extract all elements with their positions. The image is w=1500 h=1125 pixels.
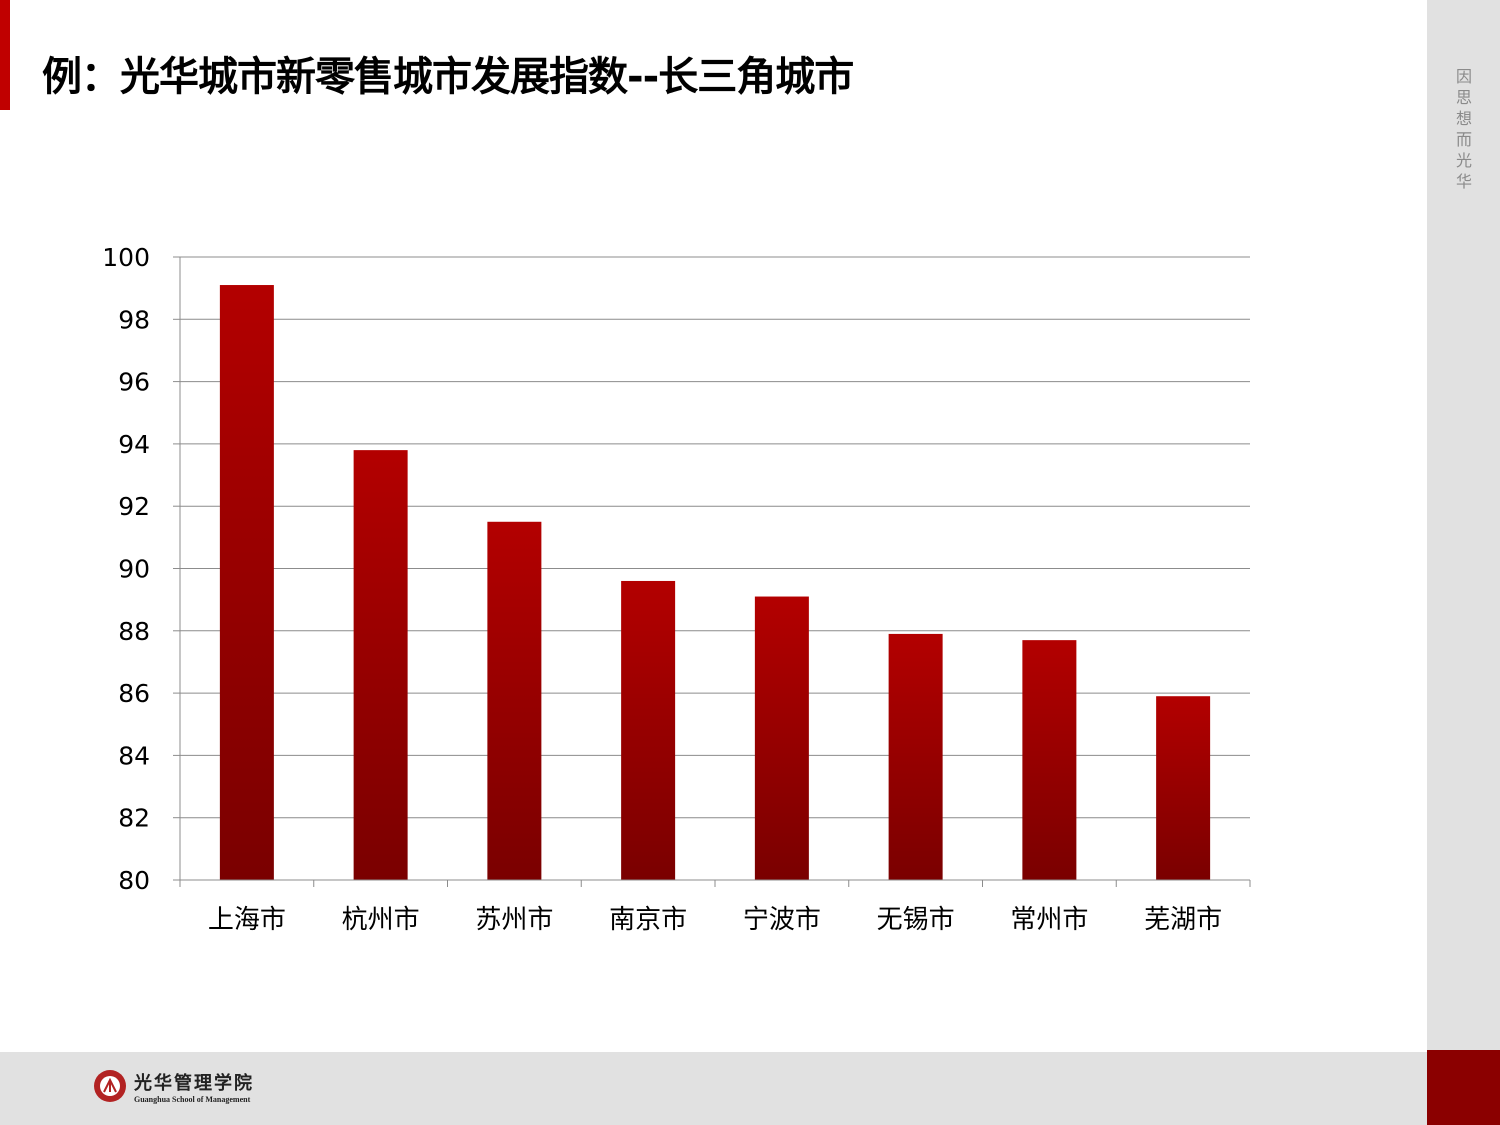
right-strip [1427, 0, 1500, 1050]
bar [487, 521, 542, 880]
corner-block [1427, 1050, 1500, 1125]
bar [621, 580, 676, 880]
bar [1022, 640, 1077, 880]
page-title: 例：光华城市新零售城市发展指数--长三角城市 [42, 54, 854, 100]
x-tick-label: 苏州市 [475, 905, 553, 935]
bar [353, 450, 408, 880]
bar [888, 633, 943, 880]
y-tick-label: 94 [118, 430, 150, 459]
logo-cn: 光华管理学院 [134, 1072, 254, 1094]
x-tick-label: 无锡市 [877, 905, 955, 935]
x-tick-label: 杭州市 [342, 905, 420, 935]
slogan: 因思想 而光华 [1455, 67, 1472, 191]
bar [754, 596, 809, 880]
x-tick-label: 南京市 [609, 905, 687, 935]
y-tick-label: 92 [118, 492, 150, 521]
y-tick-label: 96 [118, 368, 150, 397]
x-tick-label: 上海市 [208, 905, 286, 935]
y-tick-label: 100 [102, 243, 150, 272]
y-tick-label: 80 [118, 866, 150, 895]
x-tick-label: 宁波市 [743, 905, 821, 935]
x-tick-label: 芜湖市 [1144, 905, 1222, 935]
y-tick-label: 88 [118, 617, 150, 646]
y-tick-label: 84 [118, 741, 150, 770]
bar [219, 285, 274, 880]
y-tick-label: 86 [118, 679, 150, 708]
logo: 光华管理学院 Guanghua School of Management [92, 1068, 254, 1104]
x-tick-label: 常州市 [1010, 905, 1088, 935]
y-tick-label: 98 [118, 305, 150, 334]
bar [1156, 696, 1211, 880]
footer [0, 1052, 1427, 1125]
logo-en: Guanghua School of Management [134, 1094, 251, 1104]
accent-bar [0, 0, 10, 110]
y-tick-label: 90 [118, 555, 150, 584]
y-tick-label: 82 [118, 804, 150, 833]
seal-icon [94, 1070, 126, 1102]
